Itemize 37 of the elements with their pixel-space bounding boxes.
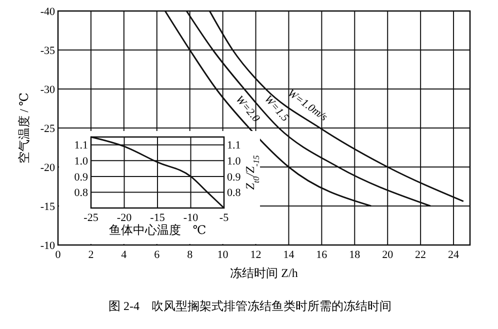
y-tick-label: -15 [40,200,56,213]
y2-tick-label: 0.9 [227,171,242,184]
x-tick-label: 24 [448,249,460,261]
y-tick-label: -25 [40,122,56,135]
y-tick-label: -40 [40,6,56,18]
y-axis-title: 空气温度 / ℃ [17,92,31,164]
x-tick-label: -15 [150,212,166,224]
x-tick-label: 2 [88,249,94,261]
x-axis-title: 冻结时间 Z/h [230,266,298,280]
y-tick-label: -35 [40,44,56,57]
x-axis-title: 鱼体中心温度 ℃ [108,223,206,237]
x-tick-label: 4 [121,249,128,261]
x-tick-label: 6 [154,249,160,261]
y-tick-label: 1.1 [74,140,88,152]
y2-tick-label: 1.1 [227,140,241,152]
text: 图 2-4 吹风型搁架式排管冻结鱼类时所需的冻结时间 [108,299,392,313]
x-tick-label: 18 [349,249,361,261]
x-tick-label: 12 [250,249,262,261]
y-tick-label: -20 [40,162,56,174]
y2-tick-label: 0.8 [227,187,242,200]
x-tick-label: 10 [217,249,229,261]
x-tick-label: -10 [183,212,199,224]
y-tick-label: -30 [40,84,56,96]
x-tick-label: 22 [415,249,426,261]
y-tick-label: 1.0 [74,156,88,168]
y-tick-label: -10 [40,240,56,252]
x-tick-label: 20 [382,249,394,261]
x-tick-label: 0 [55,249,62,261]
x-tick-label: 16 [316,249,328,261]
x-tick-label: 8 [187,249,194,261]
x-tick-label: -25 [84,212,99,224]
y2-tick-label: 1.0 [227,156,242,168]
x-tick-label: -5 [219,212,230,224]
y-tick-label: 0.9 [74,171,88,184]
y-tick-label: 0.8 [74,187,88,200]
x-tick-label: 14 [283,249,295,261]
x-tick-label: -20 [116,212,132,224]
